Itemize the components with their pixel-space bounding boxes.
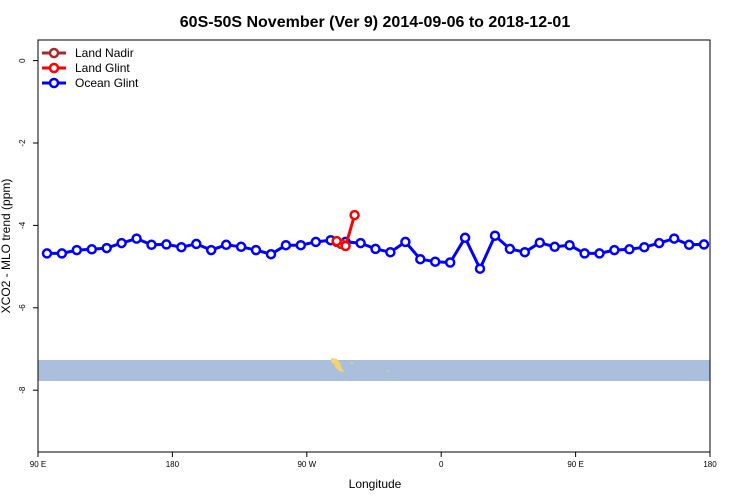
ocean-glint-point bbox=[519, 246, 531, 258]
ocean-glint-point bbox=[415, 253, 426, 265]
ocean-glint-point bbox=[609, 244, 620, 256]
ocean-glint-point bbox=[161, 239, 172, 250]
x-tick-label: 90 W bbox=[297, 460, 316, 469]
ocean-glint-point bbox=[653, 237, 665, 249]
ocean-glint-point bbox=[86, 244, 98, 255]
y-tick-label: -2 bbox=[18, 139, 27, 147]
map-ocean-band bbox=[38, 360, 710, 381]
ocean-glint-point bbox=[594, 248, 605, 259]
ocean-glint-point bbox=[579, 248, 590, 259]
ocean-glint-point bbox=[400, 236, 411, 248]
legend-marker-ocean-glint bbox=[48, 77, 60, 89]
y-tick-label: -8 bbox=[18, 386, 27, 394]
ocean-glint-point bbox=[250, 244, 262, 256]
ocean-glint-point bbox=[191, 238, 202, 250]
ocean-glint-point bbox=[624, 244, 635, 255]
ocean-glint-point bbox=[444, 257, 456, 268]
legend-label-ocean-glint: Ocean Glint bbox=[75, 76, 139, 90]
x-tick-label: 180 bbox=[166, 460, 180, 469]
plot-frame bbox=[37, 39, 711, 453]
legend-marker-land-glint bbox=[48, 62, 60, 74]
ocean-glint-point bbox=[698, 239, 710, 250]
ocean-glint-point bbox=[131, 233, 142, 244]
ocean-glint-point bbox=[146, 239, 157, 251]
x-tick-label: 90 E bbox=[567, 460, 583, 469]
legend-marker-land-nadir bbox=[48, 47, 60, 59]
ocean-glint-point bbox=[683, 239, 695, 251]
ocean-glint-point bbox=[220, 239, 232, 251]
ocean-glint-point bbox=[310, 236, 322, 248]
map-land-south-america bbox=[331, 358, 345, 372]
x-tick-label: 180 bbox=[703, 460, 717, 469]
map-land-islet bbox=[387, 370, 389, 372]
series-layer bbox=[41, 209, 710, 274]
y-tick-label: 0 bbox=[18, 58, 27, 63]
x-tick-label: 0 bbox=[439, 460, 444, 469]
ocean-glint-point bbox=[429, 256, 441, 267]
ocean-glint-point bbox=[549, 241, 560, 253]
ocean-glint-point bbox=[489, 230, 501, 241]
map-inset bbox=[38, 358, 710, 381]
ocean-glint-point bbox=[71, 244, 83, 256]
axes: 90 E 180 90 W 0 90 E 180 0 -2 -4 -6 -8 bbox=[18, 58, 717, 469]
ocean-glint-point bbox=[295, 239, 307, 251]
land-glint-point bbox=[340, 240, 351, 252]
ocean-glint-point bbox=[176, 241, 187, 253]
x-tick-label: 90 E bbox=[30, 460, 46, 469]
land-glint-point bbox=[331, 235, 342, 247]
ocean-glint-point bbox=[56, 248, 68, 259]
legend-label-land-nadir: Land Nadir bbox=[75, 46, 134, 60]
map-land-islet bbox=[351, 362, 353, 364]
ocean-glint-point bbox=[474, 263, 486, 274]
ocean-glint-point bbox=[116, 237, 127, 249]
ocean-glint-point bbox=[370, 243, 381, 255]
y-tick-label: -6 bbox=[18, 304, 27, 312]
chart-title: 60S-50S November (Ver 9) 2014-09-06 to 2… bbox=[180, 14, 571, 31]
ocean-glint-point bbox=[459, 232, 471, 244]
ocean-glint-point bbox=[101, 242, 112, 254]
legend-label-land-glint: Land Glint bbox=[75, 61, 130, 75]
ocean-glint-point bbox=[639, 241, 650, 253]
ocean-glint-point bbox=[355, 237, 366, 249]
ocean-glint-point bbox=[668, 233, 680, 244]
ocean-glint-point bbox=[265, 248, 277, 260]
ocean-glint-point bbox=[41, 248, 53, 259]
y-tick-label: -4 bbox=[18, 221, 27, 229]
x-axis-label: Longitude bbox=[349, 477, 402, 491]
ocean-glint-point bbox=[385, 246, 396, 258]
ocean-glint-point bbox=[235, 241, 247, 253]
ocean-glint-point bbox=[280, 239, 292, 251]
land-glint-point bbox=[349, 209, 360, 221]
ocean-glint-point bbox=[205, 244, 217, 256]
ocean-glint-point bbox=[504, 243, 516, 255]
ocean-glint-point bbox=[534, 237, 546, 248]
y-axis-label: XCO2 - MLO trend (ppm) bbox=[0, 179, 13, 314]
ocean-glint-point bbox=[564, 239, 575, 251]
